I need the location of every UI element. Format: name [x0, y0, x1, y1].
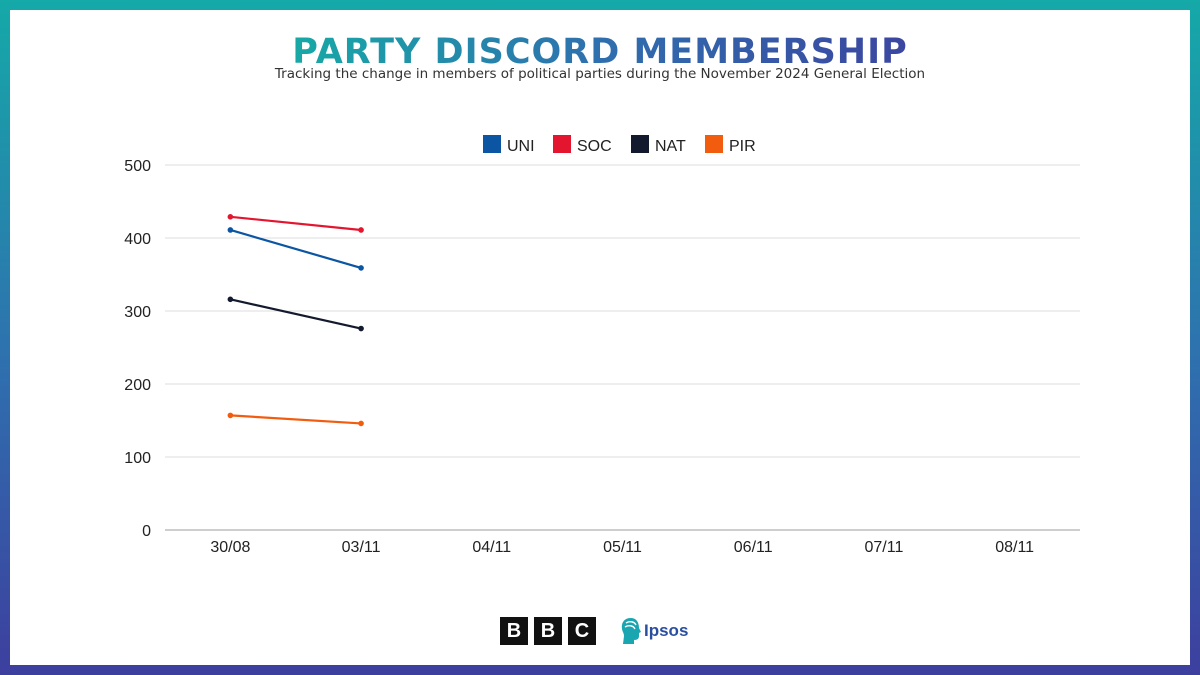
y-tick-label: 200 — [124, 377, 151, 394]
data-point-pir — [358, 420, 364, 427]
y-tick-label: 400 — [124, 231, 151, 248]
legend-label: SOC — [577, 138, 612, 155]
y-tick-label: 500 — [124, 158, 151, 175]
x-tick-label: 04/11 — [472, 539, 511, 556]
y-tick-label: 300 — [124, 304, 151, 321]
series-line-uni — [230, 228, 362, 269]
data-point-soc — [227, 214, 234, 220]
logo-strip: B B C Ipsos — [500, 616, 688, 646]
data-point-soc — [358, 227, 364, 233]
data-point-nat — [227, 296, 234, 303]
legend-label: UNI — [507, 138, 535, 155]
data-point-uni — [358, 265, 364, 271]
legend-swatch — [553, 135, 571, 153]
x-tick-label: 05/11 — [603, 539, 642, 556]
legend-swatch — [483, 135, 501, 153]
legend-label: NAT — [655, 138, 686, 155]
bbc-logo-letter: B — [534, 617, 562, 645]
x-tick-label: 08/11 — [995, 539, 1034, 556]
bbc-logo-letter: C — [568, 617, 596, 645]
data-point-uni — [227, 227, 234, 233]
series-line-nat — [230, 298, 362, 330]
x-tick-label: 03/11 — [342, 539, 381, 556]
bbc-logo-letter: B — [500, 617, 528, 645]
x-tick-label: 30/08 — [210, 539, 250, 556]
line-chart: 0 100 200 300 400 500 30/08 03/11 04/11 05/11 06/1… — [124, 135, 1080, 556]
y-tick-label: 0 — [142, 523, 151, 540]
x-tick-label: 07/11 — [864, 539, 903, 556]
chart-subtitle: Tracking the change in members of politi… — [274, 66, 926, 82]
series-line-soc — [230, 215, 362, 232]
chart-title: PARTY DISCORD MEMBERSHIP — [292, 32, 908, 72]
legend-swatch — [705, 135, 723, 153]
y-tick-label: 100 — [124, 450, 151, 467]
ipsos-head-icon — [621, 618, 641, 644]
data-point-pir — [227, 412, 234, 419]
ipsos-label: Ipsos — [644, 621, 689, 640]
data-point-nat — [358, 325, 364, 332]
ipsos-logo: Ipsos — [620, 617, 688, 645]
chart-card: PARTY DISCORD MEMBERSHIP Tracking the ch… — [10, 10, 1190, 665]
legend-label: PIR — [729, 138, 756, 155]
legend-swatch — [631, 135, 649, 153]
series-line-pir — [230, 414, 362, 425]
x-tick-label: 06/11 — [734, 539, 773, 556]
